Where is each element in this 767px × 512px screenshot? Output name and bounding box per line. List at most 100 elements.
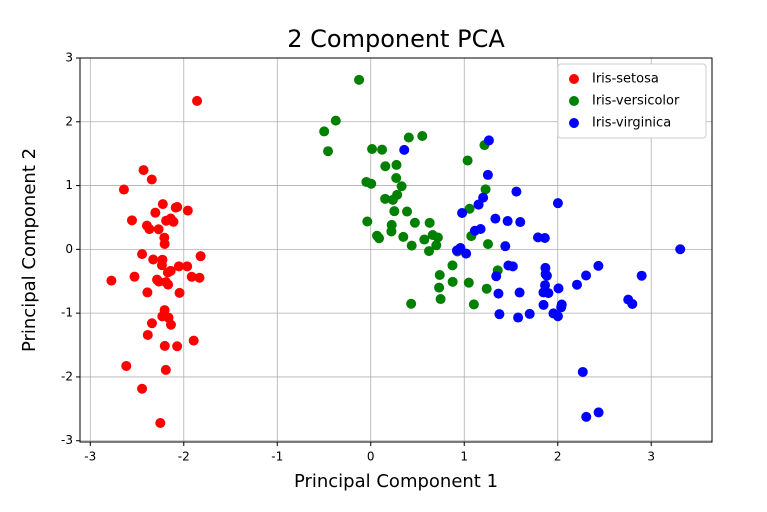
point — [319, 126, 330, 137]
point — [455, 242, 466, 253]
point — [675, 244, 686, 255]
point — [186, 271, 197, 282]
point — [447, 260, 458, 271]
point — [577, 366, 588, 377]
point — [386, 219, 397, 230]
point — [137, 383, 148, 394]
point — [513, 312, 524, 323]
point — [172, 341, 183, 352]
point — [502, 216, 513, 227]
point — [483, 135, 494, 146]
x-axis-label: Principal Component 1 — [294, 471, 498, 492]
point — [447, 276, 458, 287]
point — [323, 146, 334, 157]
point — [593, 260, 604, 271]
point — [571, 279, 582, 290]
x-tick-label: -3 — [84, 450, 96, 464]
point — [539, 233, 550, 244]
point — [141, 220, 152, 231]
y-tick-label: 3 — [65, 51, 73, 65]
point — [396, 181, 407, 192]
point — [367, 144, 378, 155]
point — [182, 261, 193, 272]
point — [511, 186, 522, 197]
point — [174, 287, 185, 298]
point — [463, 277, 474, 288]
point — [424, 217, 435, 228]
legend-label: Iris-virginica — [592, 116, 671, 131]
point — [146, 318, 157, 329]
point — [581, 270, 592, 281]
point — [159, 238, 170, 249]
point — [464, 203, 475, 214]
point — [543, 288, 554, 299]
point — [417, 131, 428, 142]
chart-title: 2 Component PCA — [287, 25, 505, 53]
point — [593, 407, 604, 418]
point — [540, 269, 551, 280]
point — [172, 202, 183, 213]
point — [194, 272, 205, 283]
point — [469, 225, 480, 236]
point — [434, 282, 445, 293]
point — [473, 199, 484, 210]
point — [399, 144, 410, 155]
point — [524, 308, 535, 319]
point — [157, 254, 168, 265]
point — [354, 74, 365, 85]
point — [507, 261, 518, 272]
point — [392, 189, 403, 200]
point — [152, 274, 163, 285]
point — [482, 169, 493, 180]
y-tick-label: -2 — [61, 369, 73, 383]
point — [389, 206, 400, 217]
legend-marker — [569, 74, 579, 84]
point — [137, 249, 148, 260]
point — [126, 215, 137, 226]
y-tick-label: 1 — [65, 178, 73, 192]
point — [491, 271, 502, 282]
point — [330, 115, 341, 126]
point — [636, 270, 647, 281]
x-tick-label: -1 — [271, 450, 283, 464]
point — [163, 279, 174, 290]
point — [162, 267, 173, 278]
point — [419, 234, 430, 245]
point — [195, 251, 206, 262]
point — [581, 411, 592, 422]
point — [457, 207, 468, 218]
point — [627, 298, 638, 309]
y-tick-label: -1 — [61, 306, 73, 320]
point — [182, 205, 193, 216]
point — [409, 217, 420, 228]
point — [377, 144, 388, 155]
y-tick-label: -3 — [61, 433, 73, 447]
point — [129, 271, 140, 282]
y-tick-label: 2 — [65, 114, 73, 128]
x-tick-label: -2 — [178, 450, 190, 464]
point — [361, 176, 372, 187]
point — [188, 335, 199, 346]
point — [480, 184, 491, 195]
point — [121, 360, 132, 371]
point — [153, 224, 164, 235]
point — [146, 174, 157, 185]
legend-marker — [569, 118, 579, 128]
legend-label: Iris-versicolor — [592, 94, 680, 109]
point — [374, 233, 385, 244]
point — [431, 240, 442, 251]
point — [173, 261, 184, 272]
point — [380, 161, 391, 172]
y-tick-label: 0 — [65, 242, 73, 256]
point — [556, 299, 567, 310]
plot-frame — [79, 57, 713, 443]
point — [493, 288, 504, 299]
point — [155, 417, 166, 428]
point — [427, 230, 438, 241]
point — [403, 132, 414, 143]
point — [494, 309, 505, 320]
point — [552, 311, 563, 322]
point — [552, 198, 563, 209]
point — [148, 254, 159, 265]
point — [157, 199, 168, 210]
